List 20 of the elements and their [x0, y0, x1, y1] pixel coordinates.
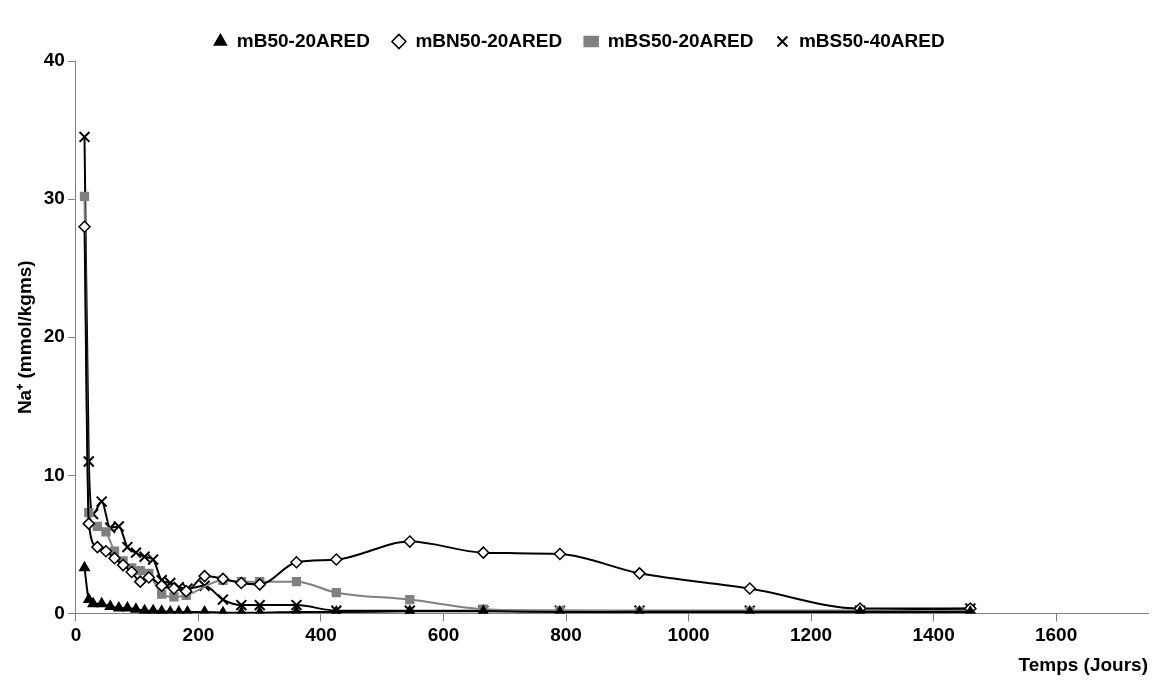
x-axis-title: Temps (Jours) [1018, 653, 1148, 675]
y-tick-label: 40 [43, 49, 65, 71]
x-tick-label: 200 [182, 624, 215, 646]
x-tick-label: 0 [70, 624, 82, 646]
legend-label: mBS50-20ARED [607, 29, 754, 51]
y-axis-title: Na⁺ (mmol/kgms) [13, 260, 35, 415]
y-tick-label: 20 [43, 325, 65, 347]
x-tick-label: 400 [305, 624, 337, 646]
y-tick-label: 0 [54, 601, 65, 623]
y-tick-label: 30 [43, 187, 65, 209]
y-tick-label: 10 [43, 463, 65, 485]
x-tick-label: 1400 [912, 624, 955, 646]
legend-label: mBS50-40ARED [798, 29, 945, 51]
legend-label: mBN50-20ARED [415, 29, 563, 51]
x-tick-label: 800 [550, 624, 582, 646]
legend-label: mB50-20ARED [236, 29, 370, 51]
x-tick-label: 1200 [789, 624, 833, 646]
x-tick-label: 1000 [667, 624, 710, 646]
x-tick-label: 1600 [1034, 624, 1078, 646]
x-tick-label: 600 [427, 624, 460, 646]
